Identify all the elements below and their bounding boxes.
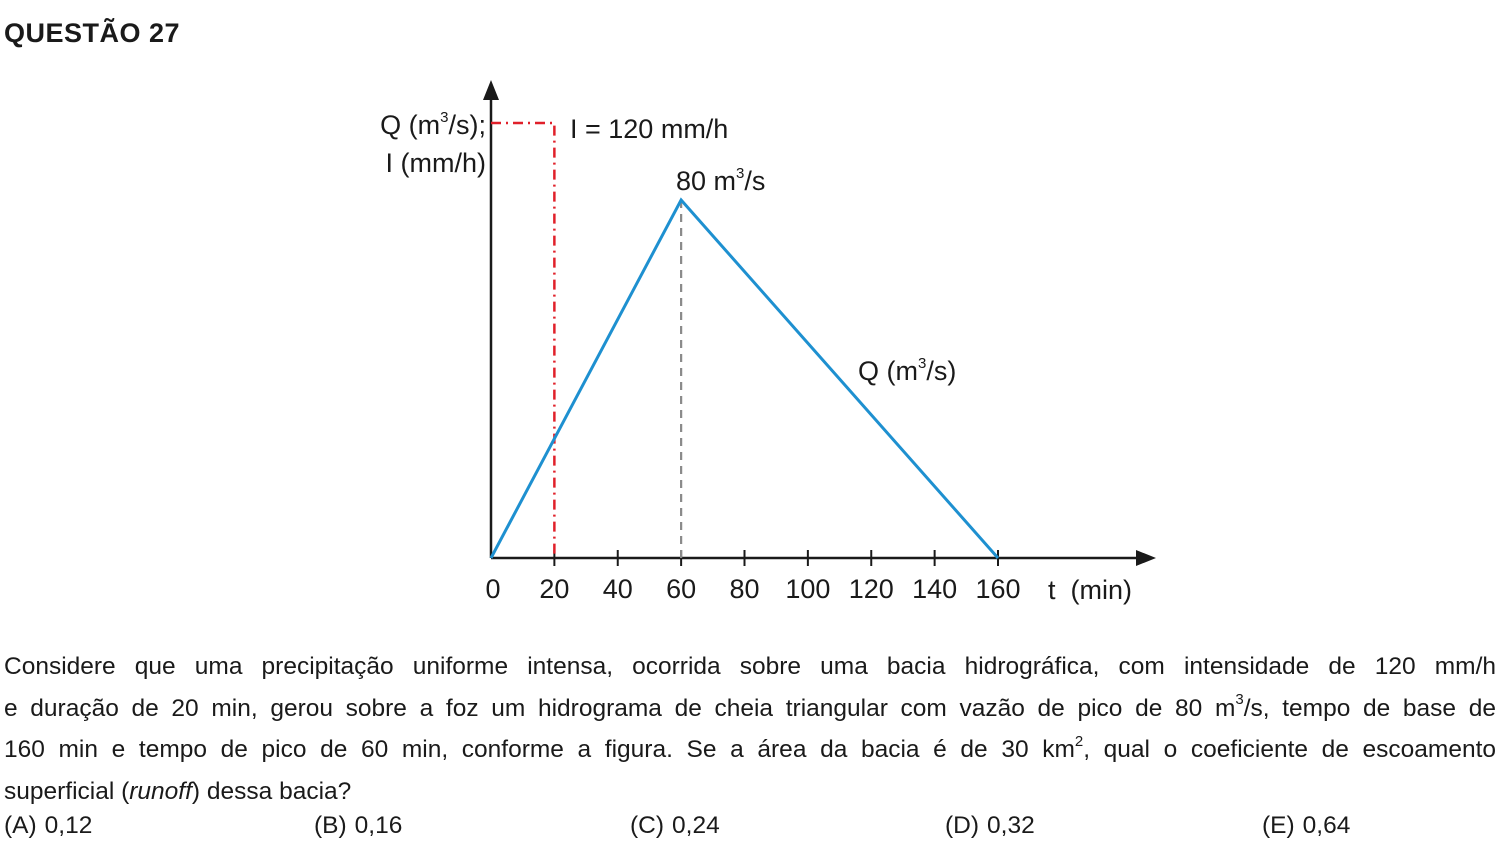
option-c[interactable]: (C) 0,24 [630, 812, 720, 839]
question-title: QUESTÃO 27 [4, 18, 181, 48]
x-axis-arrow [1136, 550, 1156, 566]
y-axis-arrow [483, 80, 499, 100]
answer-options: (A) 0,12 (B) 0,16 (C) 0,24 (D) 0,32 (E) 0,64 [0, 812, 1498, 848]
statement-line-4: superficial (runoff) dessa bacia? [4, 777, 352, 805]
x-tick-label-100: 100 [785, 574, 830, 604]
statement-line-2: e duração de 20 min, gerou sobre a foz u… [4, 691, 1496, 722]
x-tick-label-40: 40 [603, 574, 633, 604]
option-a[interactable]: (A) 0,12 [4, 812, 93, 839]
x-tick-label-0: 0 [485, 574, 500, 604]
y-axis-label-line1: Q (m3/s); [380, 109, 486, 140]
x-tick-label-20: 20 [539, 574, 569, 604]
rainfall-line [491, 121, 556, 558]
x-ticks: 0 20 40 60 80 100 120 140 160 [485, 550, 1021, 604]
x-tick-label-80: 80 [729, 574, 759, 604]
hydrograph-line [489, 197, 1000, 559]
question-statement: Considere que uma precipitação uniforme … [4, 646, 1496, 812]
option-b[interactable]: (B) 0,16 [314, 812, 403, 839]
x-axis-label: t (min) [1048, 575, 1132, 605]
x-tick-label-120: 120 [849, 574, 894, 604]
statement-line-3: 160 min e tempo de pico de 60 min, confo… [4, 732, 1497, 763]
option-d[interactable]: (D) 0,32 [945, 812, 1035, 839]
statement-line-1: Considere que uma precipitação uniforme … [4, 653, 1496, 680]
peak-label: 80 m3/s [676, 165, 765, 196]
rainfall-label: I = 120 mm/h [570, 114, 728, 144]
x-tick-label-60: 60 [666, 574, 696, 604]
option-e[interactable]: (E) 0,64 [1262, 812, 1351, 839]
hydrograph-series-label: Q (m3/s) [858, 355, 956, 386]
x-tick-label-160: 160 [975, 574, 1020, 604]
y-axis-label-line2: I (mm/h) [386, 148, 487, 178]
x-tick-label-140: 140 [912, 574, 957, 604]
hydrograph-chart: 0 20 40 60 80 100 120 140 160 Q (m3/s); I (mm/h)… [380, 80, 1156, 605]
